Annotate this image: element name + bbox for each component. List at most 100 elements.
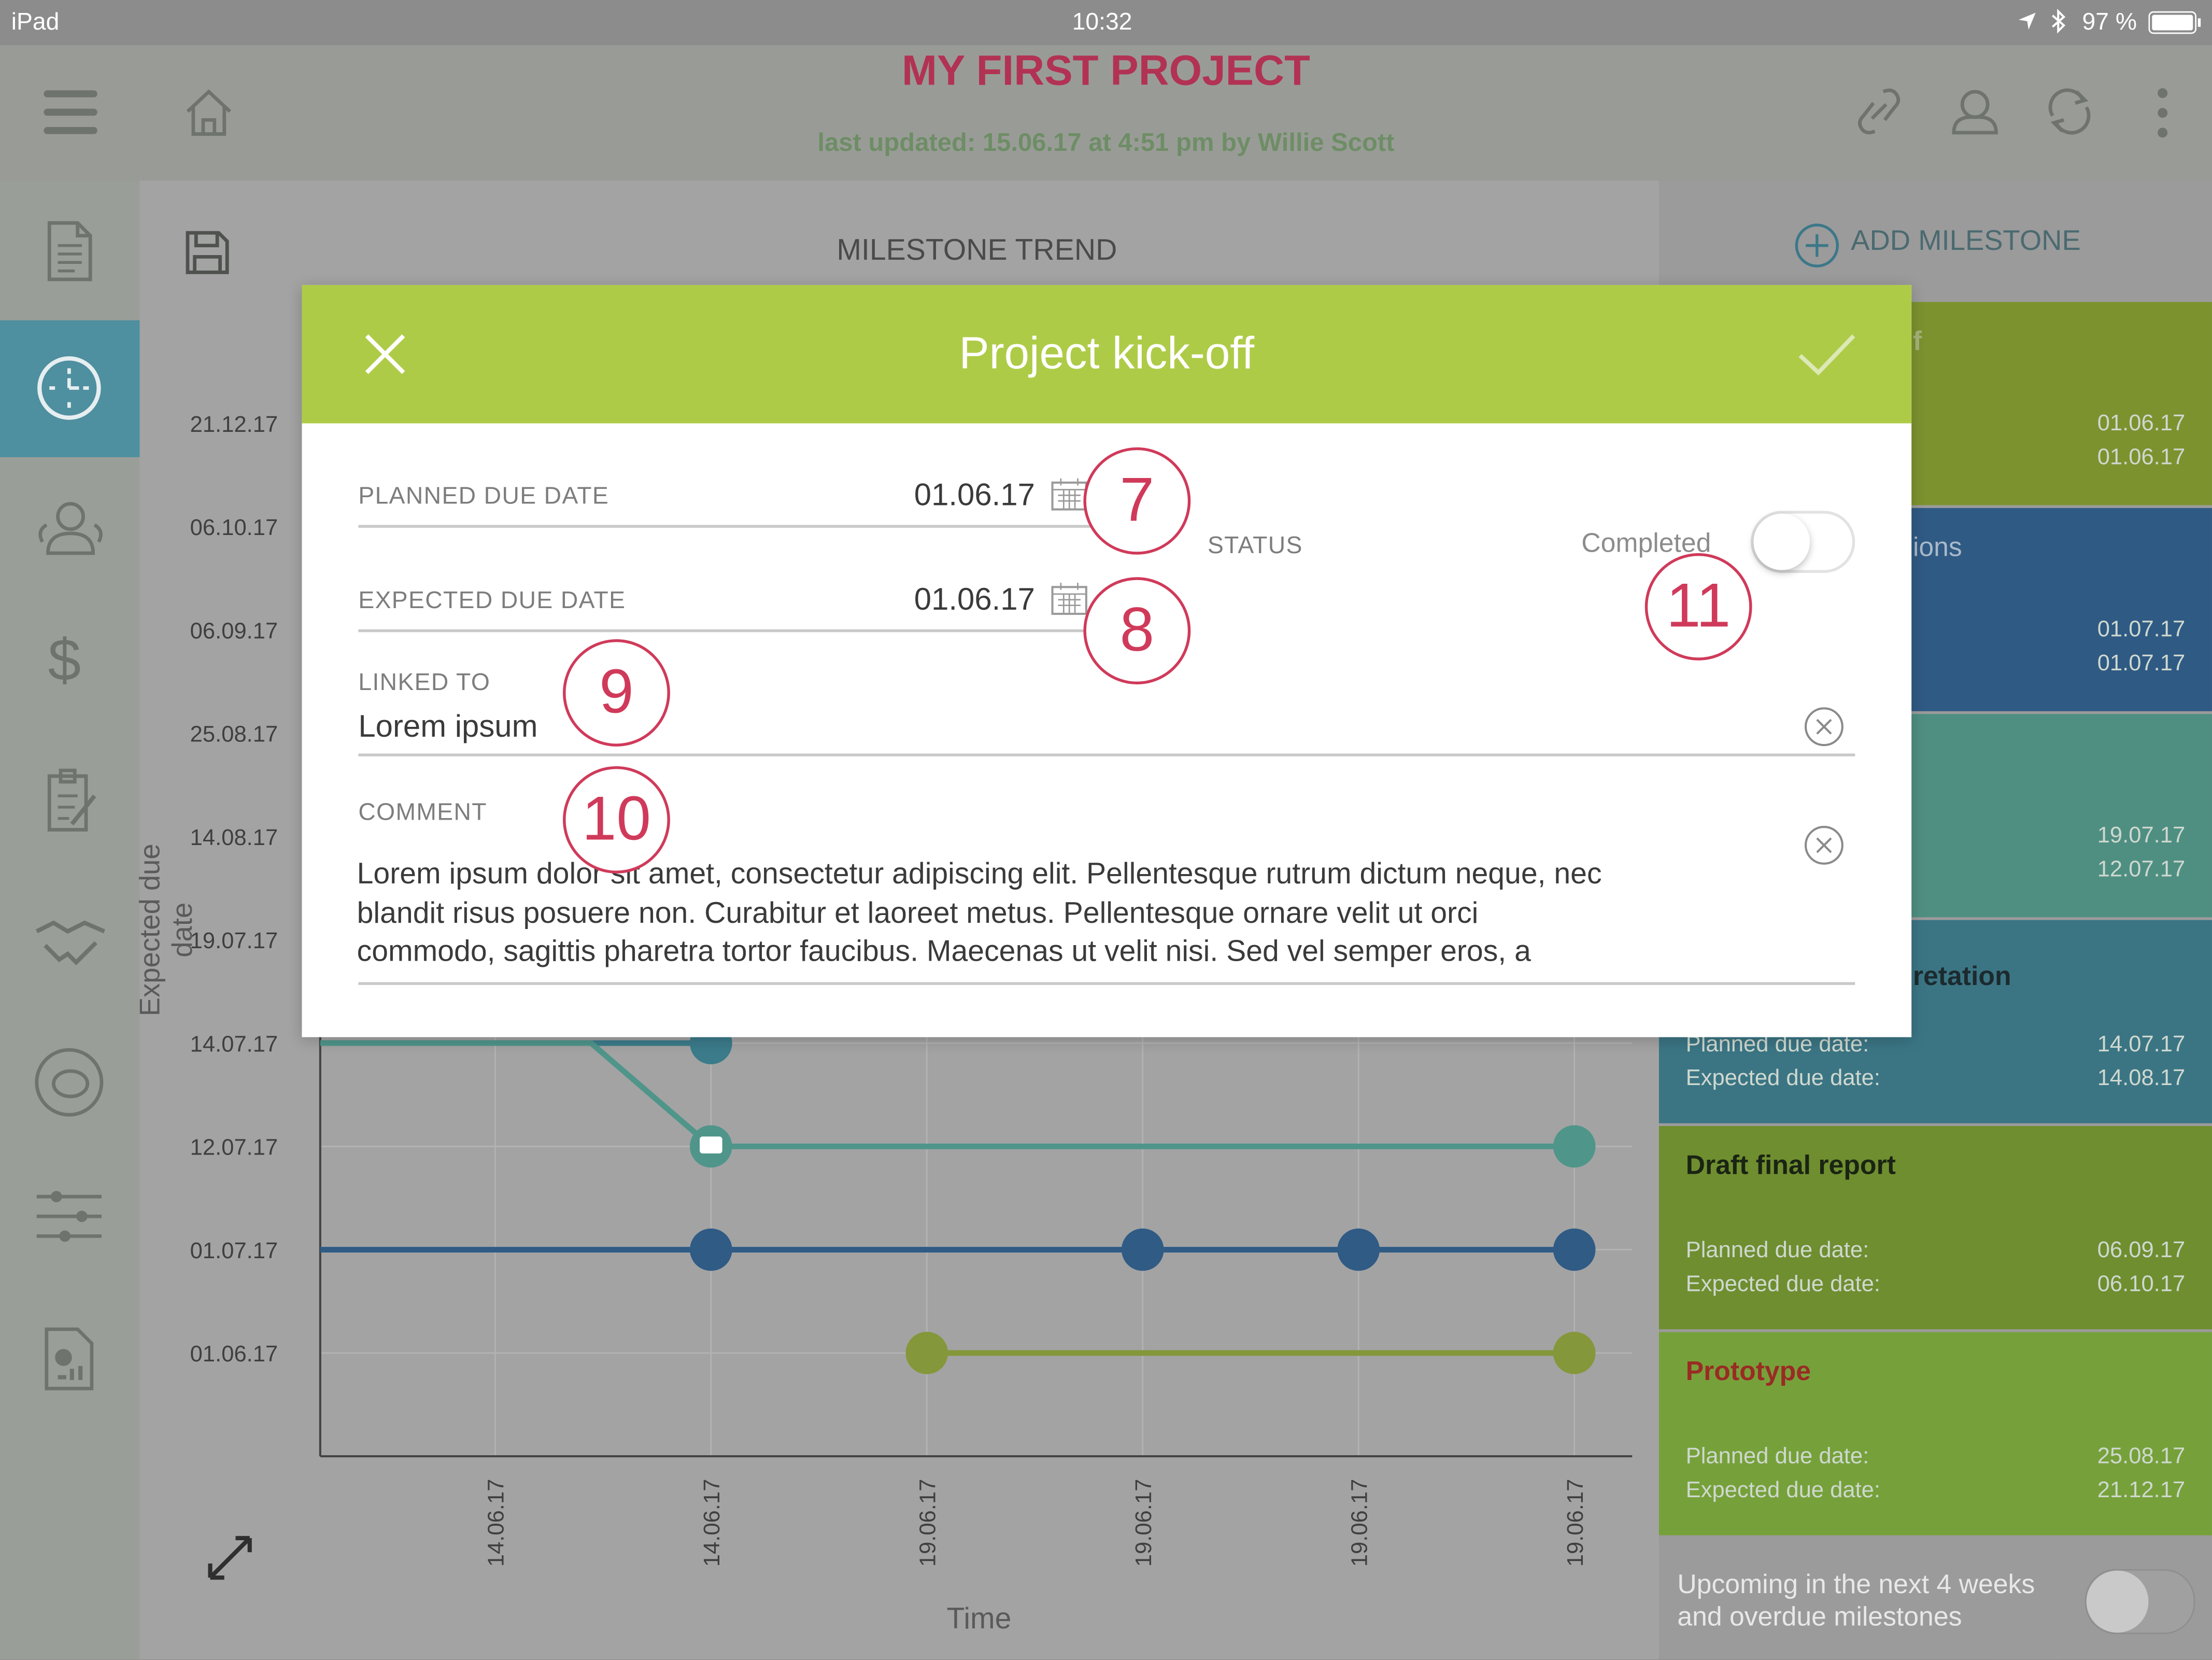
planned-label: Planned due date: (1685, 1445, 1869, 1469)
y-tick-label: 14.07.17 (190, 1032, 278, 1057)
expected-date: 21.12.17 (2097, 1479, 2186, 1503)
project-title: MY FIRST PROJECT (901, 48, 1310, 95)
milestone-title: f (1912, 327, 1922, 357)
expected-date: 14.08.17 (2097, 1066, 2186, 1091)
x-tick-label: 19.06.17 (916, 1479, 941, 1567)
linked-to-value: Lorem ipsum (358, 708, 538, 744)
dialog-header: Project kick-off (302, 285, 1912, 424)
x-axis-label: Time (946, 1603, 1012, 1636)
expected-date: 06.10.17 (2097, 1273, 2186, 1297)
comment-field[interactable]: COMMENT Lorem ipsum dolor sit amet, cons… (357, 790, 1855, 985)
planned-due-date-label: PLANNED DUE DATE (358, 482, 609, 510)
upcoming-filter-toggle[interactable] (2085, 1569, 2195, 1634)
savings-icon[interactable] (34, 1047, 104, 1118)
y-tick-label: 01.06.17 (190, 1342, 278, 1367)
x-tick-label: 14.06.17 (484, 1479, 509, 1567)
expected-label: Expected due date: (1685, 1273, 1880, 1297)
sync-icon[interactable] (2046, 88, 2094, 136)
planned-due-date-field[interactable]: PLANNED DUE DATE 01.06.17 (358, 454, 1092, 528)
x-tick-label: 19.06.17 (1563, 1479, 1588, 1567)
expected-due-date-label: EXPECTED DUE DATE (358, 587, 626, 614)
calendar-icon[interactable] (1051, 477, 1088, 511)
clear-linked-icon[interactable] (1803, 706, 1846, 748)
callout-marker: 7 (1083, 447, 1191, 555)
planned-date: 06.09.17 (2097, 1239, 2186, 1263)
x-tick-label: 19.06.17 (1131, 1479, 1156, 1567)
y-tick-label: 19.07.17 (190, 929, 278, 953)
toggle-knob (2086, 1570, 2149, 1633)
clock-icon (37, 356, 101, 420)
callout-marker: 9 (563, 639, 670, 747)
milestone-title: Draft final report (1685, 1151, 1896, 1181)
comment-label: COMMENT (358, 798, 487, 826)
data-point (1553, 1331, 1596, 1374)
expected-date: 01.06.17 (2097, 446, 2186, 470)
callout-marker: 10 (563, 766, 670, 874)
y-tick-label: 21.12.17 (190, 412, 278, 437)
last-updated: last updated: 15.06.17 at 4:51 pm by Wil… (817, 128, 1395, 157)
planned-date: 14.07.17 (2097, 1033, 2186, 1057)
expected-label: Expected due date: (1685, 1066, 1880, 1091)
milestone-card[interactable]: Draft final report Planned due date: Exp… (1658, 1126, 2212, 1330)
data-point (905, 1331, 948, 1374)
divider (358, 629, 1092, 632)
dialog-title: Project kick-off (959, 327, 1255, 378)
y-tick-label: 06.10.17 (190, 515, 278, 540)
comment-marker-icon (700, 1136, 722, 1153)
expand-icon[interactable] (205, 1532, 256, 1583)
planned-date: 01.06.17 (2097, 412, 2186, 437)
confirm-check-icon[interactable] (1798, 334, 1855, 376)
linked-to-field[interactable]: LINKED TO Lorem ipsum (358, 660, 1855, 756)
toggle-knob (1753, 513, 1810, 570)
report-icon[interactable] (44, 1327, 97, 1391)
expected-label: Expected due date: (1685, 1479, 1880, 1503)
handshake-icon[interactable] (34, 917, 107, 968)
document-icon[interactable] (44, 220, 94, 283)
data-point (1553, 1228, 1596, 1271)
checklist-edit-icon[interactable] (44, 768, 97, 836)
menu-icon[interactable] (44, 90, 97, 135)
divider (358, 982, 1855, 985)
status-label: STATUS (1207, 532, 1303, 559)
clear-comment-icon[interactable] (1803, 824, 1846, 867)
series-line (320, 1040, 1575, 1149)
add-circle-icon (1795, 223, 1839, 268)
clock: 10:32 (1072, 8, 1132, 36)
milestone-title: ions (1912, 533, 1962, 564)
data-point (1337, 1228, 1380, 1271)
expected-due-date-field[interactable]: EXPECTED DUE DATE 01.06.17 (358, 559, 1092, 632)
expected-due-date-value: 01.06.17 (914, 581, 1035, 617)
sliders-icon[interactable] (36, 1188, 102, 1245)
planned-due-date-value: 01.06.17 (914, 477, 1035, 513)
milestone-card[interactable]: Prototype Planned due date: Expected due… (1658, 1332, 2212, 1536)
link-icon[interactable] (1857, 88, 1901, 136)
milestone-title: Prototype (1685, 1357, 1811, 1387)
battery-percent: 97 % (2082, 8, 2137, 36)
status-bar: iPad 10:32 97 % (0, 0, 2212, 45)
app-header: MY FIRST PROJECT last updated: 15.06.17 … (0, 45, 2212, 181)
y-tick-label: 12.07.17 (190, 1135, 278, 1160)
nav-item-milestone-trend[interactable] (0, 320, 140, 457)
battery-icon (2148, 11, 2201, 34)
people-icon[interactable] (34, 500, 107, 556)
milestone-edit-dialog: Project kick-off PLANNED DUE DATE 01.06.… (302, 285, 1912, 1037)
expected-date: 01.07.17 (2097, 652, 2186, 676)
team-icon[interactable] (1950, 88, 2001, 136)
home-icon[interactable] (185, 89, 233, 137)
milestone-title: retation (1912, 962, 2011, 992)
left-navigation: $ (0, 180, 140, 1659)
x-tick-label: 19.06.17 (1348, 1479, 1372, 1567)
more-options-icon[interactable] (2156, 88, 2170, 138)
data-point (690, 1228, 732, 1271)
add-milestone-label: ADD MILESTONE (1851, 226, 2081, 257)
completed-toggle[interactable] (1750, 511, 1855, 573)
save-icon[interactable] (186, 231, 229, 274)
close-icon[interactable] (365, 334, 405, 374)
budget-icon[interactable]: $ (48, 626, 81, 693)
data-point (1121, 1228, 1164, 1271)
y-tick-label: 06.09.17 (190, 618, 278, 643)
add-milestone-button[interactable]: ADD MILESTONE (1794, 220, 2147, 268)
callout-marker: 11 (1644, 553, 1752, 660)
y-tick-label: 14.08.17 (190, 825, 278, 850)
calendar-icon[interactable] (1051, 581, 1088, 615)
